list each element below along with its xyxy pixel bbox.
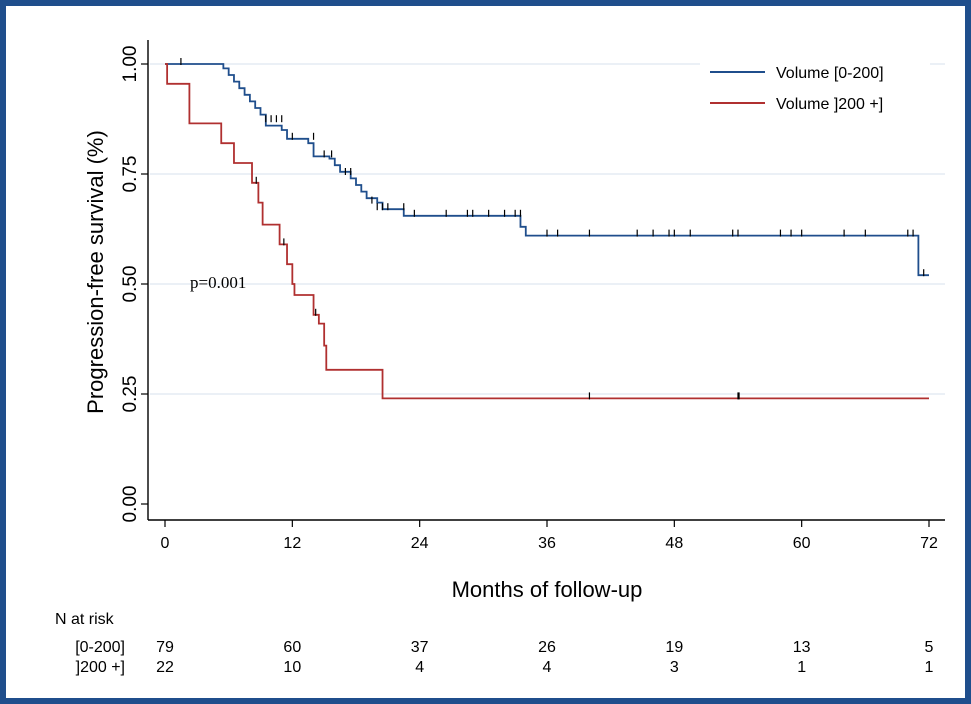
risk-value-1-6: 1 xyxy=(925,659,934,676)
risk-value-0-0: 79 xyxy=(156,639,174,656)
x-tick-label-0: 0 xyxy=(161,535,170,552)
x-tick-label-3: 36 xyxy=(538,535,556,552)
risk-table: N at risk [0-200] ]200 +] 79 60 37 26 19 13 52… xyxy=(55,611,934,676)
legend-box xyxy=(700,55,930,117)
risk-value-0-2: 37 xyxy=(411,639,429,656)
p-value-annotation: p=0.001 xyxy=(190,273,246,292)
risk-value-1-4: 3 xyxy=(670,659,679,676)
x-tick-label-2: 24 xyxy=(411,535,429,552)
legend-label-0: Volume [0-200] xyxy=(776,65,884,82)
x-tick-label-5: 60 xyxy=(793,535,811,552)
risk-value-1-1: 10 xyxy=(283,659,301,676)
x-ticks: 0 12 24 36 48 60 72 xyxy=(161,520,938,552)
risk-value-0-5: 13 xyxy=(793,639,811,656)
y-tick-label-3: 0.75 xyxy=(120,156,141,193)
y-tick-label-0: 0.00 xyxy=(120,486,141,523)
legend: Volume [0-200] Volume ]200 +] xyxy=(700,55,930,117)
x-tick-label-6: 72 xyxy=(920,535,938,552)
risk-table-title: N at risk xyxy=(55,611,115,628)
risk-value-1-0: 22 xyxy=(156,659,174,676)
legend-label-1: Volume ]200 +] xyxy=(776,96,883,113)
series-line-0 xyxy=(165,63,929,277)
risk-row-label-1: ]200 +] xyxy=(76,659,125,676)
risk-value-1-2: 4 xyxy=(415,659,424,676)
x-tick-label-4: 48 xyxy=(665,535,683,552)
x-tick-label-1: 12 xyxy=(283,535,301,552)
y-tick-label-1: 0.25 xyxy=(120,376,141,413)
risk-value-0-3: 26 xyxy=(538,639,556,656)
y-ticks: 0.00 0.25 0.50 0.75 1.00 xyxy=(120,46,148,523)
risk-values: 79 60 37 26 19 13 5 22 10 4 4 3 1 1 xyxy=(156,639,933,676)
risk-value-0-4: 19 xyxy=(665,639,683,656)
risk-value-1-5: 1 xyxy=(797,659,806,676)
risk-value-0-6: 5 xyxy=(925,639,934,656)
risk-row-label-0: [0-200] xyxy=(75,639,125,656)
risk-value-0-1: 60 xyxy=(283,639,301,656)
y-tick-label-4: 1.00 xyxy=(120,46,141,83)
risk-value-1-3: 4 xyxy=(543,659,552,676)
y-axis-title: Progression-free survival (%) xyxy=(83,130,108,414)
y-tick-label-2: 0.50 xyxy=(120,266,141,303)
series-group xyxy=(165,58,929,400)
x-axis-title: Months of follow-up xyxy=(452,577,643,602)
